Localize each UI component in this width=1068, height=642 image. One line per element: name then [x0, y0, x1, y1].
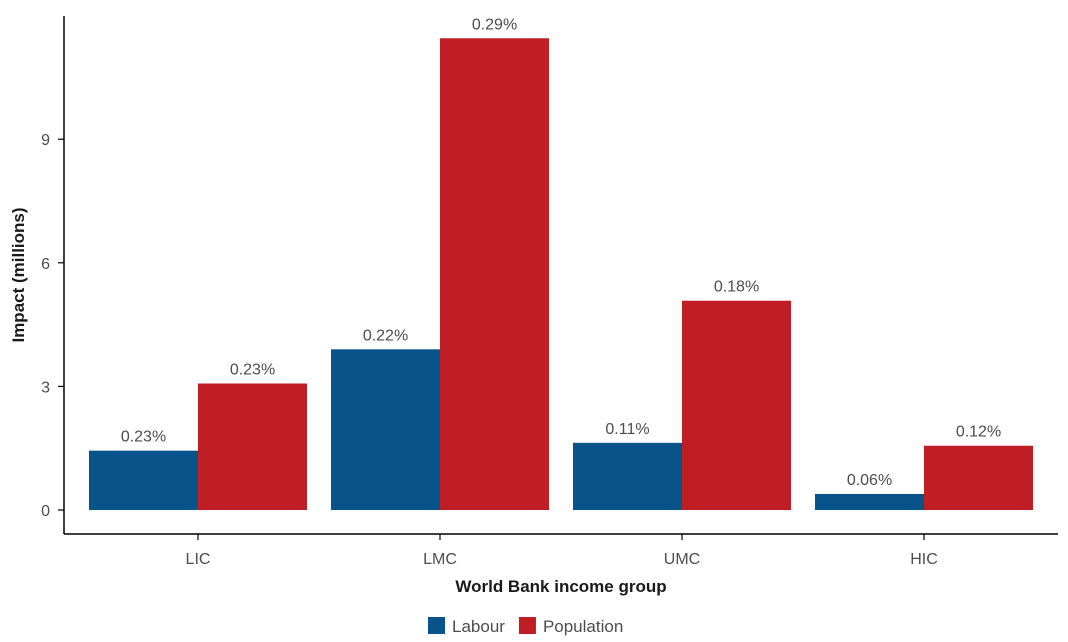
data-label: 0.12% — [956, 424, 1001, 441]
data-label: 0.18% — [714, 279, 759, 296]
x-tick-label: LIC — [186, 551, 211, 568]
y-tick-label: 0 — [41, 503, 50, 520]
data-label: 0.11% — [605, 421, 649, 438]
bar-population-umc — [682, 300, 791, 510]
legend-swatch — [428, 617, 445, 634]
x-axis-title: World Bank income group — [455, 577, 666, 596]
bar-labour-hic — [815, 493, 924, 510]
legend-label: Labour — [452, 617, 505, 636]
bar-population-lic — [198, 383, 307, 510]
bar-labour-lmc — [331, 349, 440, 510]
y-tick-label: 9 — [41, 132, 50, 149]
bar-population-lmc — [440, 38, 549, 510]
bar-population-hic — [924, 445, 1033, 510]
bar-labour-lic — [89, 450, 198, 510]
y-axis-ticks: 0 3 6 9 — [41, 132, 64, 520]
data-label: 0.23% — [230, 362, 275, 379]
legend: Labour Population — [428, 617, 623, 636]
x-tick-label: HIC — [910, 551, 938, 568]
x-axis-ticks: LIC LMC UMC HIC — [186, 534, 938, 568]
data-label: 0.06% — [847, 472, 892, 489]
plot-area: 0.23% 0.23% 0.22% 0.29% 0.11% 0.18% 0.06% 0.12% — [89, 16, 1033, 510]
data-label: 0.22% — [363, 327, 408, 344]
x-tick-label: LMC — [423, 551, 457, 568]
bar-labour-umc — [573, 442, 682, 510]
legend-swatch — [518, 617, 536, 634]
data-label: 0.29% — [472, 16, 517, 33]
y-axis-title: Impact (millions) — [9, 207, 28, 342]
x-tick-label: UMC — [664, 551, 700, 568]
data-label: 0.23% — [121, 429, 166, 446]
legend-label: Population — [543, 617, 623, 636]
y-tick-label: 6 — [41, 256, 50, 273]
y-tick-label: 3 — [41, 379, 50, 396]
